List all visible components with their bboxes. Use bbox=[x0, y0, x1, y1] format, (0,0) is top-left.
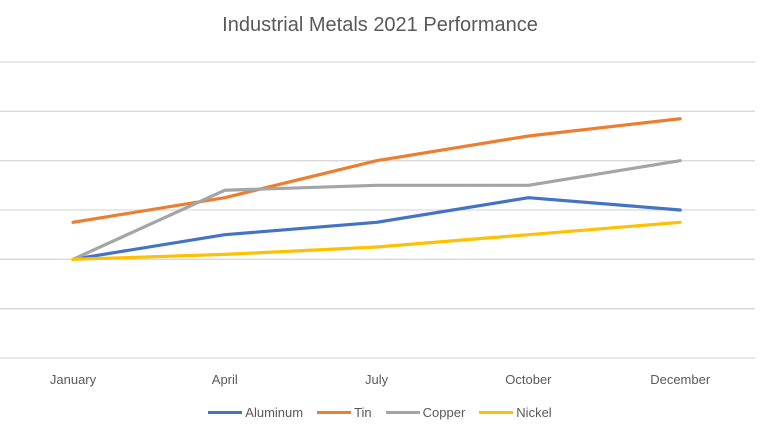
series-line-aluminum bbox=[71, 196, 682, 261]
legend-item: Tin bbox=[317, 405, 372, 420]
legend-label: Tin bbox=[354, 405, 372, 420]
legend-swatch bbox=[317, 411, 352, 414]
legend-label: Copper bbox=[422, 405, 466, 420]
legend-label: Nickel bbox=[516, 405, 552, 420]
series-line-copper bbox=[71, 159, 682, 261]
legend-label: Aluminum bbox=[245, 405, 304, 420]
x-tick-label: December bbox=[650, 372, 711, 387]
series-line-tin bbox=[71, 117, 682, 224]
legend-item: Copper bbox=[385, 405, 466, 420]
legend-swatch bbox=[385, 411, 420, 414]
legend-swatch bbox=[208, 411, 243, 414]
x-tick-label: January bbox=[50, 372, 97, 387]
legend-item: Nickel bbox=[479, 405, 552, 420]
x-tick-label: July bbox=[365, 372, 389, 387]
legend-swatch bbox=[479, 411, 514, 414]
x-tick-label: October bbox=[505, 372, 552, 387]
legend: Aluminum Tin Copper Nickel bbox=[0, 405, 760, 420]
legend-item: Aluminum bbox=[208, 405, 303, 420]
chart-title: Industrial Metals 2021 Performance bbox=[222, 14, 538, 36]
x-tick-label: April bbox=[212, 372, 238, 387]
series-line-nickel bbox=[71, 220, 682, 261]
